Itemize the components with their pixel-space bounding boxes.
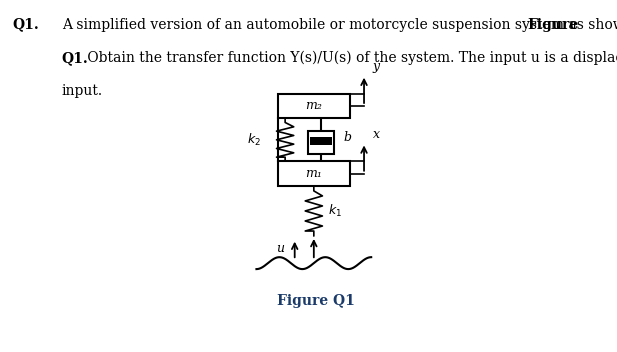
Text: Q1.: Q1. bbox=[12, 18, 39, 32]
Text: input.: input. bbox=[62, 84, 103, 99]
Text: Q1.: Q1. bbox=[62, 51, 88, 65]
Text: x: x bbox=[373, 128, 379, 141]
Text: b: b bbox=[344, 131, 352, 144]
Text: $k_2$: $k_2$ bbox=[247, 132, 261, 148]
Text: Figure Q1: Figure Q1 bbox=[277, 294, 355, 308]
Text: Obtain the transfer function Y(s)/U(s) of the system. The input u is a displacem: Obtain the transfer function Y(s)/U(s) o… bbox=[83, 51, 617, 65]
Bar bbox=[278, 162, 350, 186]
Bar bbox=[278, 94, 350, 118]
Text: Figure: Figure bbox=[528, 18, 579, 32]
Text: u: u bbox=[276, 241, 284, 254]
Text: y: y bbox=[373, 61, 379, 74]
Bar bbox=[308, 131, 334, 153]
Text: m₁: m₁ bbox=[305, 167, 322, 180]
Bar bbox=[310, 137, 332, 145]
Text: m₂: m₂ bbox=[305, 99, 322, 112]
Text: $k_1$: $k_1$ bbox=[328, 203, 342, 219]
Text: A simplified version of an automobile or motorcycle suspension system as shown i: A simplified version of an automobile or… bbox=[62, 18, 617, 32]
